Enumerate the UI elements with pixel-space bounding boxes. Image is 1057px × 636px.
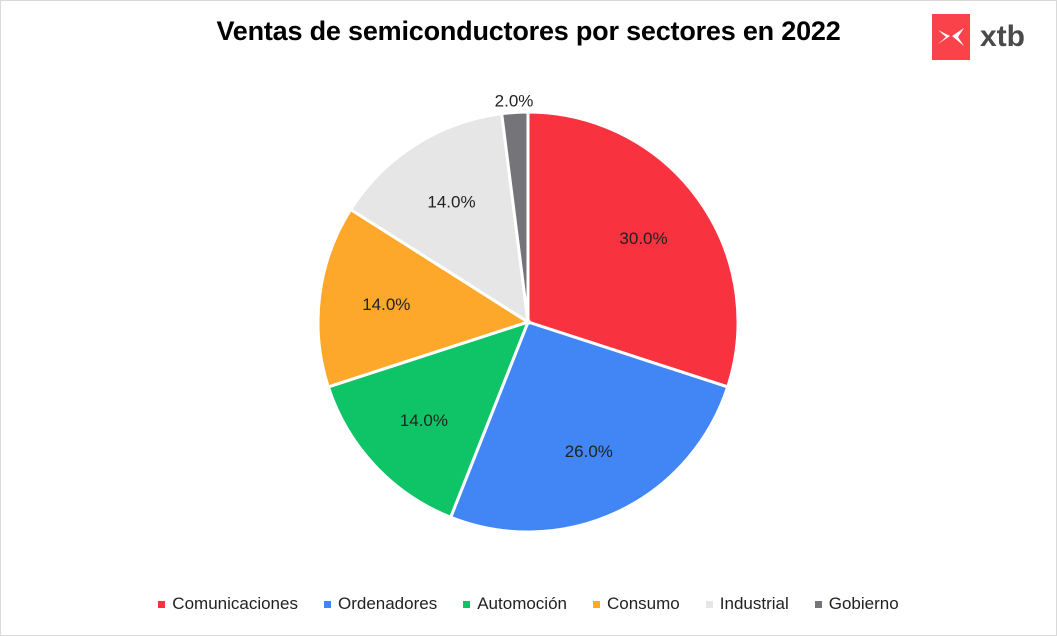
xtb-logo-icon	[932, 14, 970, 60]
data-label: 14.0%	[427, 192, 475, 211]
legend-swatch	[158, 600, 166, 608]
legend-swatch	[463, 600, 471, 608]
legend-item-consumo: Consumo	[593, 594, 680, 614]
data-label: 26.0%	[565, 442, 613, 461]
legend-swatch	[705, 600, 713, 608]
legend-swatch	[814, 600, 822, 608]
legend: Comunicaciones Ordenadores Automoción Co…	[0, 594, 1057, 614]
legend-label: Industrial	[719, 594, 789, 613]
legend-item-automocion: Automoción	[463, 594, 567, 614]
legend-item-industrial: Industrial	[705, 594, 789, 614]
pie-slice-comunicaciones	[526, 110, 740, 389]
pie-slice-ordenadores	[448, 320, 730, 534]
data-label: 30.0%	[619, 229, 667, 248]
legend-label: Comunicaciones	[172, 594, 298, 613]
data-label: 2.0%	[495, 91, 534, 110]
legend-label: Consumo	[607, 594, 680, 613]
pie-slice-gobierno	[500, 110, 530, 323]
logo-text: xtb	[980, 20, 1025, 53]
legend-swatch	[323, 600, 331, 608]
pie-slice-industrial	[348, 111, 530, 325]
pie-slice-consumo	[316, 207, 532, 389]
data-label: 14.0%	[362, 295, 410, 314]
legend-label: Automoción	[477, 594, 567, 613]
legend-swatch	[593, 600, 600, 608]
legend-label: Gobierno	[828, 594, 899, 613]
data-label: 14.0%	[400, 411, 448, 430]
chart-title: Ventas de semiconductores por sectores e…	[216, 16, 841, 46]
legend-item-gobierno: Gobierno	[814, 594, 899, 614]
legend-label: Ordenadores	[337, 594, 438, 613]
legend-item-comunicaciones: Comunicaciones	[158, 594, 298, 614]
legend-item-ordenadores: Ordenadores	[323, 594, 438, 614]
xtb-logo: xtb	[932, 14, 1025, 60]
